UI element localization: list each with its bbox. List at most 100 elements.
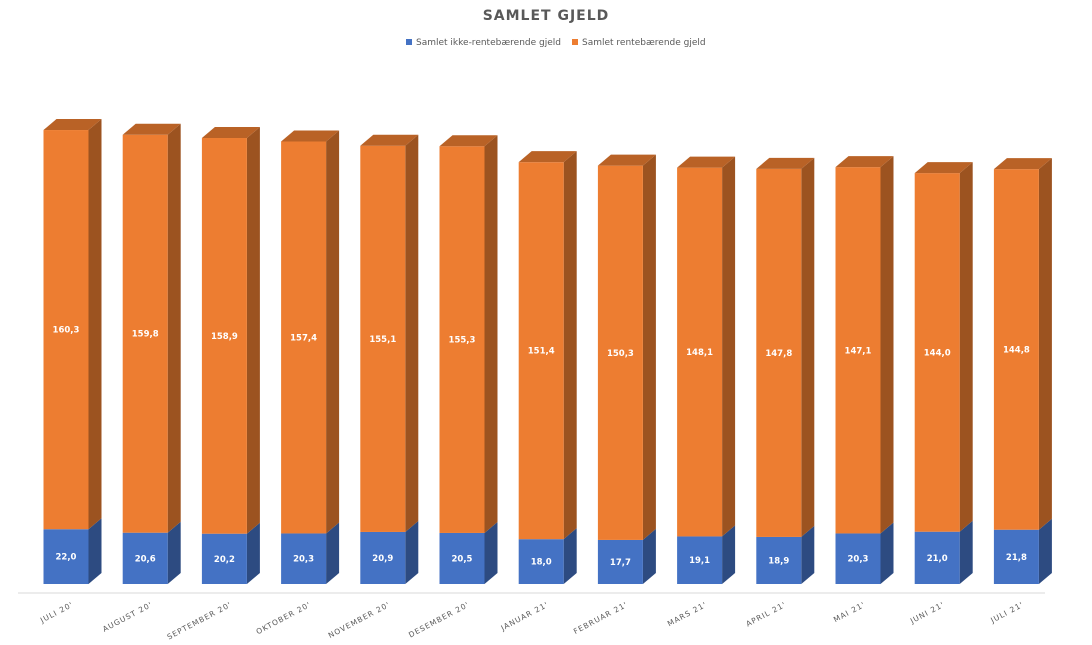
bar-group: 21,0 144,0 bbox=[914, 162, 973, 584]
bar-side bbox=[405, 134, 419, 532]
x-tick-label: MARS 21' bbox=[666, 600, 709, 628]
data-label: 144,8 bbox=[1003, 345, 1030, 355]
bar-side bbox=[801, 157, 815, 537]
data-label: 158,9 bbox=[211, 332, 238, 342]
data-label: 157,4 bbox=[290, 333, 317, 343]
x-tick-label: AUGUST 20' bbox=[101, 600, 154, 634]
data-label: 22,0 bbox=[56, 553, 77, 563]
bar-group: 17,7 150,3 bbox=[597, 154, 656, 584]
data-label: 21,8 bbox=[1006, 553, 1027, 563]
bar bbox=[439, 532, 485, 584]
bar bbox=[360, 145, 406, 532]
x-tick-label: DESEMBER 20' bbox=[407, 600, 471, 640]
data-label: 160,3 bbox=[53, 326, 80, 336]
bar-top bbox=[677, 156, 736, 168]
bar-side bbox=[959, 162, 973, 532]
bar-group: 20,3 157,4 bbox=[281, 130, 340, 584]
bar-top bbox=[122, 123, 181, 135]
bar-group: 22,0 160,3 bbox=[43, 119, 102, 584]
bar bbox=[914, 531, 960, 584]
bar-group: 19,1 148,1 bbox=[677, 156, 736, 584]
x-tick-label: APRIL 21' bbox=[744, 600, 787, 629]
data-label: 148,1 bbox=[686, 348, 713, 358]
chart-title: SAMLET GJELD bbox=[483, 8, 610, 24]
bar bbox=[993, 169, 1039, 530]
bar-top bbox=[281, 130, 340, 142]
bar-top bbox=[914, 162, 973, 174]
bar-side bbox=[246, 522, 260, 584]
bar-group: 21,8 144,8 bbox=[993, 158, 1052, 584]
x-tick-label: MAI 21' bbox=[832, 600, 867, 624]
bar bbox=[281, 141, 327, 534]
bar-top bbox=[43, 119, 102, 131]
legend-swatch-rentebaerende bbox=[572, 39, 578, 45]
x-tick-label: JULI 21' bbox=[988, 600, 1025, 625]
bar-top bbox=[518, 151, 577, 163]
bar-side bbox=[88, 518, 102, 584]
bar-group: 20,9 155,1 bbox=[360, 134, 419, 584]
data-label: 20,3 bbox=[848, 555, 869, 565]
bar-side bbox=[722, 525, 736, 584]
bar bbox=[677, 536, 723, 584]
bar bbox=[201, 138, 247, 534]
data-label: 144,0 bbox=[924, 348, 951, 358]
bar-side bbox=[722, 156, 736, 537]
bar bbox=[756, 536, 802, 584]
legend-label-ikke-rentebaerende: Samlet ikke-rentebærende gjeld bbox=[416, 38, 561, 48]
bar-side bbox=[326, 130, 340, 534]
x-tick-label: NOVEMBER 20' bbox=[327, 600, 392, 640]
data-label: 159,8 bbox=[132, 330, 159, 340]
bar-top bbox=[439, 135, 498, 147]
bar bbox=[439, 146, 485, 533]
data-label: 155,1 bbox=[369, 335, 396, 345]
bar-group: 20,5 155,3 bbox=[439, 135, 498, 584]
bar-group: 20,3 147,1 bbox=[835, 156, 894, 584]
bar bbox=[281, 533, 327, 584]
bar bbox=[518, 162, 564, 540]
bar bbox=[122, 532, 168, 584]
x-tick-label: JULI 20' bbox=[38, 600, 75, 625]
bar-side bbox=[801, 525, 815, 584]
bar bbox=[122, 134, 168, 533]
bar-side bbox=[246, 127, 260, 534]
data-label: 20,5 bbox=[452, 554, 473, 564]
bar bbox=[43, 130, 89, 530]
bar bbox=[914, 173, 960, 532]
bar-top bbox=[201, 127, 260, 139]
bar-group: 18,9 147,8 bbox=[756, 157, 815, 584]
x-tick-label: JUNI 21' bbox=[908, 600, 946, 626]
data-label: 19,1 bbox=[689, 556, 710, 566]
x-tick-label: FEBRUAR 21' bbox=[572, 600, 629, 636]
bar bbox=[360, 531, 406, 584]
bar-side bbox=[167, 123, 181, 533]
data-label: 20,6 bbox=[135, 554, 156, 564]
bar-side bbox=[405, 520, 419, 584]
plot-area: 22,0 160,3 20,6 159,8 20,2 158,9 20,3 157,4 20,9… bbox=[43, 119, 1052, 584]
bar-top bbox=[835, 156, 894, 168]
legend-swatch-ikke-rentebaerende bbox=[406, 39, 412, 45]
bar-side bbox=[88, 119, 102, 530]
bar-side bbox=[642, 528, 656, 584]
bar bbox=[835, 167, 881, 534]
data-label: 18,9 bbox=[768, 556, 789, 566]
data-label: 151,4 bbox=[528, 347, 555, 357]
bar-group: 18,0 151,4 bbox=[518, 151, 577, 584]
bar-side bbox=[326, 522, 340, 584]
bar-side bbox=[642, 154, 656, 540]
bar-side bbox=[1038, 518, 1052, 584]
bar bbox=[597, 539, 643, 584]
x-tick-label: SEPTEMBER 20' bbox=[166, 600, 234, 642]
data-label: 150,3 bbox=[607, 349, 634, 359]
data-label: 147,8 bbox=[765, 349, 792, 359]
data-label: 20,2 bbox=[214, 555, 235, 565]
bar-side bbox=[1038, 158, 1052, 530]
bar-side bbox=[959, 520, 973, 584]
bar bbox=[201, 533, 247, 584]
data-label: 155,3 bbox=[449, 336, 476, 346]
bar bbox=[597, 165, 643, 540]
bar bbox=[756, 168, 802, 537]
legend-label-rentebaerende: Samlet rentebærende gjeld bbox=[582, 38, 706, 48]
bar bbox=[835, 533, 881, 584]
